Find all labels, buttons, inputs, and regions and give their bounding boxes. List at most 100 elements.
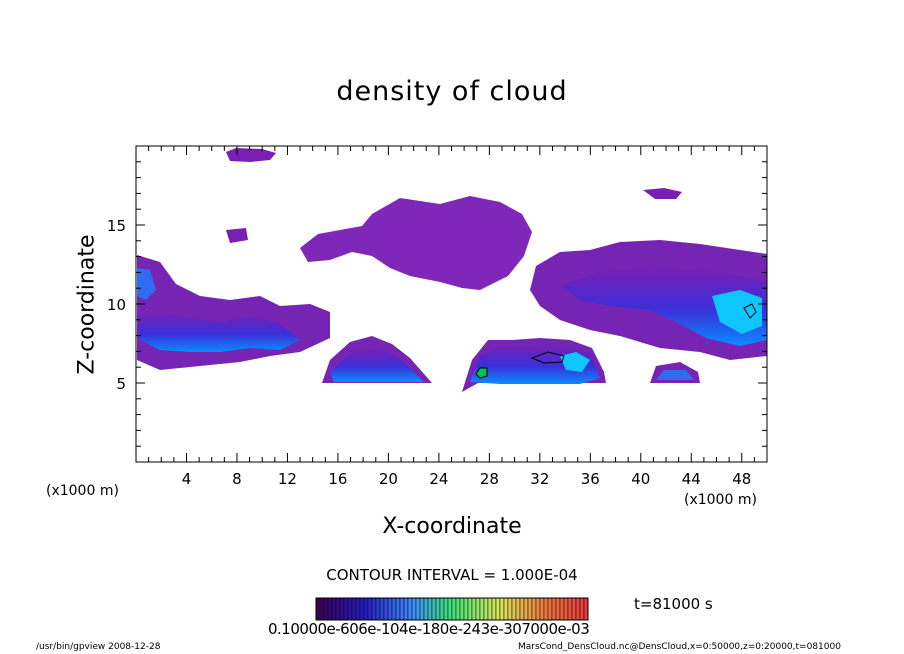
colorbar-cell xyxy=(515,597,521,621)
x-tick-label: 24 xyxy=(429,470,448,488)
colorbar-cell xyxy=(483,597,489,621)
x-tick-label: 28 xyxy=(480,470,499,488)
colorbar-cell xyxy=(579,597,585,621)
colorbar-cell xyxy=(383,597,389,621)
footer-left: /usr/bin/gpview 2008-12-28 xyxy=(36,642,161,652)
colorbar-cell xyxy=(443,597,449,621)
colorbar-cell xyxy=(519,597,525,621)
cloud-patch xyxy=(712,290,762,334)
x-tick-label: 20 xyxy=(379,470,398,488)
x-unit-label-left: (x1000 m) xyxy=(46,483,119,499)
colorbar-cell xyxy=(479,597,485,621)
colorbar-cell xyxy=(583,597,589,621)
colorbar-cell xyxy=(323,597,329,621)
colorbar-cell xyxy=(351,597,357,621)
colorbar-cell xyxy=(439,597,445,621)
colorbar-cell xyxy=(503,597,509,621)
colorbar-cell xyxy=(527,597,533,621)
colorbar-cell xyxy=(419,597,425,621)
cloud-patch xyxy=(656,370,694,380)
x-tick-label: 8 xyxy=(232,470,242,488)
cloud-patch xyxy=(560,266,767,346)
colorbar-cell xyxy=(563,597,569,621)
cloud-patch xyxy=(470,344,600,384)
colorbar-cell xyxy=(367,597,373,621)
x-tick-label: 16 xyxy=(328,470,347,488)
cloud-patch xyxy=(226,228,248,243)
colorbar-cell xyxy=(379,597,385,621)
x-unit-label-right: (x1000 m) xyxy=(684,492,757,508)
colorbar-cell xyxy=(535,597,541,621)
cloud-patch xyxy=(300,196,532,290)
cloud-patch xyxy=(137,312,300,352)
colorbar-cell xyxy=(395,597,401,621)
colorbar-cell xyxy=(335,597,341,621)
x-axis-label: X-coordinate xyxy=(0,514,904,539)
y-tick-label: 10 xyxy=(107,296,126,314)
colorbar-cell xyxy=(495,597,501,621)
colorbar-cell xyxy=(387,597,393,621)
cloud-density-field xyxy=(137,148,767,392)
x-tick-label: 12 xyxy=(278,470,297,488)
colorbar-cell xyxy=(567,597,573,621)
x-tick-label: 4 xyxy=(182,470,192,488)
colorbar-cell xyxy=(531,597,537,621)
colorbar-cell xyxy=(507,597,513,621)
x-tick-label: 40 xyxy=(631,470,650,488)
colorbar-cell xyxy=(571,597,577,621)
time-label: t=81000 s xyxy=(634,595,713,613)
y-tick-label: 15 xyxy=(107,217,126,235)
colorbar-cell xyxy=(427,597,433,621)
colorbar-cell xyxy=(435,597,441,621)
x-tick-label: 48 xyxy=(732,470,751,488)
colorbar-cell xyxy=(447,597,453,621)
footer-right: MarsCond_DensCloud.nc@DensCloud,x=0:5000… xyxy=(518,642,841,652)
colorbar-cell xyxy=(451,597,457,621)
cloud-patch xyxy=(560,352,590,372)
cloud-patch xyxy=(643,188,682,199)
colorbar-cell xyxy=(475,597,481,621)
colorbar-cell xyxy=(407,597,413,621)
colorbar-cell xyxy=(319,597,325,621)
colorbar-frame xyxy=(315,597,589,621)
cloud-patch xyxy=(226,148,276,162)
colorbar-cell xyxy=(467,597,473,621)
colorbar-cell xyxy=(511,597,517,621)
contour-line xyxy=(475,367,488,379)
colorbar-cell xyxy=(411,597,417,621)
colorbar xyxy=(315,597,589,621)
colorbar-cell xyxy=(375,597,381,621)
cloud-patch xyxy=(137,268,156,300)
colorbar-cell xyxy=(347,597,353,621)
colorbar-tick-labels: 0.10000e-606e-104e-180e-243e-307000e-03 xyxy=(268,620,590,638)
colorbar-cell xyxy=(415,597,421,621)
cloud-patch xyxy=(330,348,424,382)
colorbar-cell xyxy=(555,597,561,621)
colorbar-cell xyxy=(547,597,553,621)
colorbar-cell xyxy=(331,597,337,621)
colorbar-cell xyxy=(327,597,333,621)
colorbar-cell xyxy=(551,597,557,621)
x-axis-label-text: X-coordinate xyxy=(382,514,522,539)
chart-title: density of cloud xyxy=(336,76,568,107)
colorbar-cell xyxy=(463,597,469,621)
contour-line xyxy=(530,351,565,364)
x-tick-label: 32 xyxy=(530,470,549,488)
contour-interval-text: CONTOUR INTERVAL = 1.000E-04 xyxy=(326,566,578,584)
colorbar-cell xyxy=(315,597,321,621)
colorbar-cell xyxy=(399,597,405,621)
colorbar-cell xyxy=(423,597,429,621)
y-tick-label: 5 xyxy=(116,375,126,393)
colorbar-cell xyxy=(355,597,361,621)
colorbar-cell xyxy=(431,597,437,621)
colorbar-cell xyxy=(371,597,377,621)
colorbar-cell xyxy=(487,597,493,621)
colorbar-cell xyxy=(459,597,465,621)
colorbar-cell xyxy=(499,597,505,621)
colorbar-cell xyxy=(359,597,365,621)
colorbar-cell xyxy=(403,597,409,621)
contour-line xyxy=(743,303,757,319)
